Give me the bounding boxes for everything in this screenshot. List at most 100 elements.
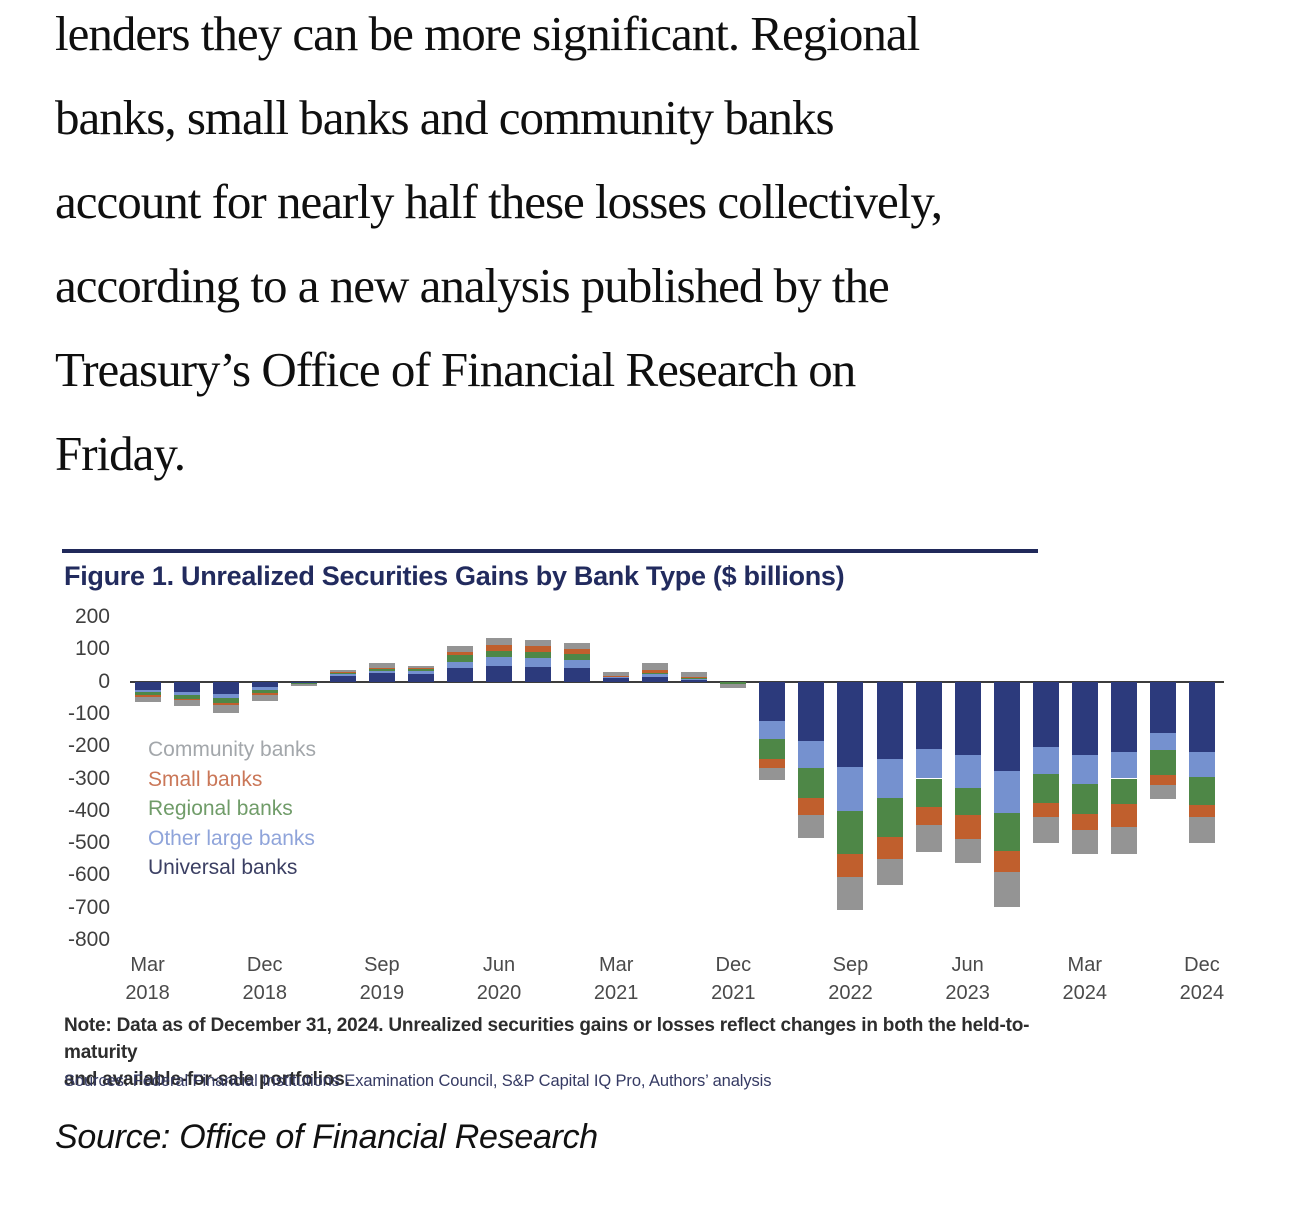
bar-segment bbox=[564, 659, 591, 669]
bar-segment bbox=[759, 759, 786, 768]
bar-segment bbox=[837, 766, 864, 811]
bar-segment bbox=[173, 691, 200, 695]
bar-segment bbox=[681, 678, 708, 680]
legend-item: Small banks bbox=[148, 767, 263, 791]
bar-segment bbox=[446, 661, 473, 669]
x-tick-label: Jun 2023 bbox=[923, 951, 1013, 1007]
bar-segment bbox=[486, 650, 513, 658]
bar-segment bbox=[564, 668, 591, 682]
x-tick-month: Mar bbox=[130, 954, 165, 976]
bar-segment bbox=[1188, 817, 1215, 844]
bar-segment bbox=[290, 681, 317, 683]
figure-sources: Sources: Federal Financial Institutions … bbox=[64, 1072, 772, 1090]
y-tick-label: -200 bbox=[67, 734, 110, 758]
bar-segment bbox=[1032, 816, 1059, 843]
bar-segment bbox=[603, 676, 630, 678]
x-tick-label: Mar 2018 bbox=[103, 951, 193, 1007]
x-tick-month: Dec bbox=[1184, 954, 1220, 976]
bar-segment bbox=[407, 668, 434, 670]
bar-segment bbox=[603, 678, 630, 682]
bar-segment bbox=[1032, 746, 1059, 775]
x-tick-year: 2021 bbox=[593, 982, 639, 1004]
bar-segment bbox=[1110, 804, 1137, 828]
bar-segment bbox=[798, 741, 825, 769]
bar-segment bbox=[993, 681, 1020, 772]
x-tick-month: Mar bbox=[1067, 954, 1102, 976]
bar-segment bbox=[642, 669, 669, 673]
bar-segment bbox=[1110, 827, 1137, 855]
bar-segment bbox=[486, 657, 513, 667]
x-tick-label: Sep 2022 bbox=[805, 951, 895, 1007]
bar-segment bbox=[173, 700, 200, 707]
bar-segment bbox=[486, 644, 513, 651]
bar-segment bbox=[954, 754, 981, 788]
bar-segment bbox=[1188, 805, 1215, 818]
bar-segment bbox=[759, 681, 786, 721]
x-tick-year: 2022 bbox=[828, 982, 873, 1004]
source-caption: Source: Office of Financial Research bbox=[55, 1118, 598, 1156]
zero-axis-line bbox=[130, 680, 1224, 683]
x-tick-year: 2021 bbox=[711, 982, 756, 1004]
bar-segment bbox=[1110, 778, 1137, 805]
bar-segment bbox=[993, 771, 1020, 813]
bar-segment bbox=[798, 681, 825, 742]
x-tick-label: Mar 2024 bbox=[1040, 951, 1130, 1007]
bar-segment bbox=[759, 767, 786, 781]
paragraph-line: lenders they can be more significant. Re… bbox=[55, 6, 920, 61]
bar-segment bbox=[212, 681, 239, 694]
bar-segment bbox=[564, 642, 591, 649]
x-tick-month: Sep bbox=[364, 954, 400, 976]
bar-segment bbox=[368, 670, 395, 674]
bar-segment bbox=[329, 672, 356, 674]
y-tick-label: -600 bbox=[67, 863, 110, 887]
chart-legend: Community banks Small banks Regional banks… bbox=[148, 735, 316, 883]
bar-segment bbox=[407, 670, 434, 674]
figure-title: Figure 1. Unrealized Securities Gains by… bbox=[64, 561, 845, 591]
bar-segment bbox=[642, 674, 669, 677]
bar-segment bbox=[603, 677, 630, 679]
x-tick-month: Jun bbox=[482, 954, 516, 976]
bar-segment bbox=[525, 667, 552, 682]
y-tick-label: -800 bbox=[67, 928, 110, 951]
bar-segment bbox=[368, 673, 395, 682]
bar-segment bbox=[1071, 681, 1098, 755]
bar-segment bbox=[407, 673, 434, 682]
bar-segment bbox=[954, 814, 981, 840]
bar-segment bbox=[837, 681, 864, 767]
y-tick-label: 0 bbox=[98, 669, 110, 693]
bar-segment bbox=[1071, 829, 1098, 854]
bar-segment bbox=[134, 696, 161, 702]
figure-note-line: and available-for-sale portfolios. bbox=[64, 1069, 350, 1090]
bar-segment bbox=[173, 694, 200, 699]
bar-segment bbox=[603, 671, 630, 677]
y-tick-label: -500 bbox=[67, 831, 110, 855]
x-tick-month: Dec bbox=[715, 954, 752, 976]
x-tick-label: Sep 2019 bbox=[337, 951, 427, 1007]
bar-segment bbox=[993, 871, 1020, 908]
bar-segment bbox=[642, 676, 669, 682]
bar-segment bbox=[134, 681, 161, 690]
bar-segment bbox=[876, 858, 903, 885]
paragraph-line: banks, small banks and community banks bbox=[55, 90, 835, 145]
bar-segment bbox=[915, 778, 942, 808]
paragraph-line: Treasury’s Office of Financial Research … bbox=[55, 342, 856, 397]
x-tick-month: Jun bbox=[951, 954, 984, 976]
bar-segment bbox=[1149, 732, 1176, 751]
y-tick-label: -700 bbox=[67, 895, 110, 919]
bar-segment bbox=[173, 698, 200, 701]
bar-segment bbox=[212, 693, 239, 699]
bar-segment bbox=[1032, 774, 1059, 803]
bar-segment bbox=[837, 810, 864, 855]
bar-segment bbox=[681, 671, 708, 678]
bar-segment bbox=[681, 677, 708, 679]
bar-segment bbox=[1032, 802, 1059, 817]
bar-segment bbox=[954, 787, 981, 815]
bar-segment bbox=[525, 639, 552, 647]
bar-segment bbox=[798, 797, 825, 815]
bar-segment bbox=[1071, 783, 1098, 814]
y-tick-label: 100 bbox=[74, 637, 110, 661]
bar-segment bbox=[212, 702, 239, 706]
bar-segment bbox=[1071, 813, 1098, 830]
bar-segment bbox=[251, 689, 278, 694]
figure-note-line: Note: Data as of December 31, 2024. Unre… bbox=[64, 1015, 1030, 1063]
